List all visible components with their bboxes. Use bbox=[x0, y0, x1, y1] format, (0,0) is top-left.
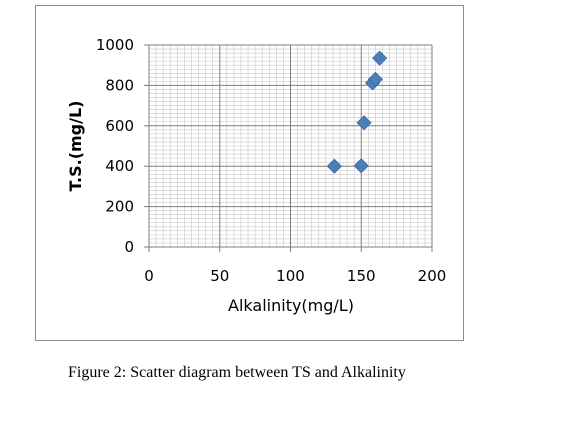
x-tick-label: 0 bbox=[144, 267, 154, 285]
y-tick-label: 400 bbox=[105, 157, 134, 175]
x-tick-label: 200 bbox=[418, 267, 447, 285]
x-tick-label: 150 bbox=[347, 267, 376, 285]
y-tick-label: 800 bbox=[105, 76, 134, 94]
y-tick-label: 0 bbox=[124, 238, 134, 256]
x-axis-label: Alkalinity(mg/L) bbox=[228, 296, 354, 315]
x-tick-label: 50 bbox=[210, 267, 229, 285]
data-point bbox=[372, 50, 388, 66]
data-points bbox=[326, 50, 388, 174]
y-tick-label: 200 bbox=[105, 198, 134, 216]
y-tick-label: 600 bbox=[105, 117, 134, 135]
axes bbox=[144, 44, 433, 252]
major-gridlines bbox=[149, 44, 433, 247]
tick-labels: 0 50 100 150 200 0 200 400 600 800 1000 bbox=[96, 36, 447, 285]
data-point bbox=[367, 71, 383, 87]
data-point bbox=[356, 115, 372, 131]
minor-gridlines bbox=[149, 45, 432, 247]
data-point bbox=[353, 158, 369, 174]
figure-caption: Figure 2: Scatter diagram between TS and… bbox=[68, 364, 406, 381]
x-tick-label: 100 bbox=[276, 267, 305, 285]
y-axis-label: T.S.(mg/L) bbox=[66, 101, 85, 192]
y-tick-label: 1000 bbox=[96, 36, 134, 54]
data-point bbox=[326, 158, 342, 174]
